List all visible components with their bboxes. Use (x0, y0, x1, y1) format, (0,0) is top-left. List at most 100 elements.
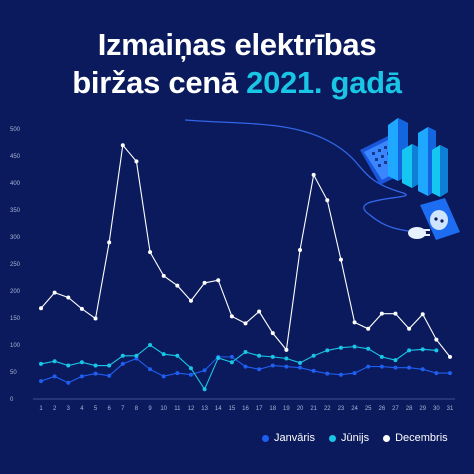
y-tick-label: 400 (10, 181, 21, 187)
data-point-junijs (311, 353, 316, 358)
data-point-decembris (393, 311, 398, 316)
x-tick-label: 26 (378, 406, 385, 412)
data-point-junijs (284, 356, 289, 361)
x-tick-label: 28 (406, 406, 413, 412)
legend-marker-janvaris (262, 434, 269, 442)
x-tick-label: 16 (242, 406, 249, 412)
x-tick-label: 31 (447, 406, 454, 412)
x-tick-label: 25 (365, 406, 372, 412)
data-point-junijs (39, 361, 43, 366)
y-tick-label: 350 (10, 208, 21, 214)
y-tick-label: 250 (10, 262, 21, 268)
data-point-junijs (107, 363, 112, 368)
connector-cable (184, 119, 416, 233)
data-point-janvaris (448, 371, 452, 376)
data-point-decembris (175, 283, 180, 288)
data-point-junijs (148, 343, 153, 347)
x-tick-label: 6 (107, 406, 111, 412)
legend-marker-junijs (328, 434, 336, 442)
x-tick-label: 21 (310, 406, 317, 412)
series-line-junijs (40, 344, 437, 391)
x-tick-label: 10 (160, 406, 167, 412)
legend-marker-decembris (383, 434, 391, 442)
illustration (184, 118, 460, 240)
data-point-junijs (270, 354, 275, 359)
data-point-decembris (120, 143, 125, 148)
data-point-junijs (161, 352, 166, 357)
data-point-junijs (175, 353, 180, 358)
data-point-decembris (311, 172, 316, 177)
data-point-decembris (202, 280, 207, 285)
data-point-junijs (352, 344, 357, 349)
data-point-janvaris (434, 371, 439, 376)
x-tick-label: 7 (121, 406, 125, 412)
legend-item-decembris: Decembris (383, 432, 448, 444)
chart-title: Izmaiņas elektrības biržas cenā 2021. ga… (0, 26, 474, 102)
data-point-decembris (270, 331, 275, 336)
x-tick-label: 23 (338, 406, 345, 412)
data-point-janvaris (52, 374, 57, 379)
series-line-janvaris (40, 356, 450, 384)
data-point-decembris (79, 306, 84, 311)
data-point-junijs (420, 347, 425, 352)
data-point-decembris (188, 298, 193, 303)
data-point-junijs (434, 348, 439, 353)
data-point-junijs (93, 363, 98, 368)
data-point-janvaris (202, 368, 207, 373)
y-tick-label: 300 (10, 235, 21, 241)
x-axis-tick-labels: 1 2 3 4 5 6 7 8 9 10 11 12 13 14 15 16 17 18 19 20 21 22 23 24 2… (39, 406, 454, 412)
data-point-decembris (52, 290, 57, 295)
data-point-janvaris (161, 374, 166, 379)
data-point-janvaris (175, 371, 180, 376)
data-point-janvaris (79, 374, 84, 379)
y-tick-label: 50 (10, 370, 17, 376)
x-tick-label: 20 (297, 406, 304, 412)
data-point-decembris (366, 326, 371, 331)
data-point-decembris (407, 326, 412, 331)
y-tick-label: 500 (10, 127, 21, 133)
data-point-janvaris (188, 372, 193, 377)
data-point-janvaris (257, 367, 262, 372)
legend-item-janvaris: Janvāris (262, 432, 315, 444)
x-tick-label: 18 (269, 406, 276, 412)
title-year: 2021. gadā (246, 65, 402, 100)
data-point-janvaris (325, 371, 330, 376)
data-point-junijs (52, 359, 57, 364)
x-tick-label: 5 (94, 406, 98, 412)
data-point-junijs (134, 353, 139, 358)
data-point-junijs (338, 345, 343, 350)
data-point-janvaris (66, 380, 71, 385)
data-point-janvaris (407, 365, 412, 370)
data-point-janvaris (379, 364, 384, 369)
data-point-decembris (243, 321, 248, 326)
data-point-decembris (448, 354, 452, 359)
y-tick-label: 150 (10, 316, 21, 322)
data-point-junijs (202, 387, 207, 392)
data-point-junijs (407, 348, 412, 353)
data-point-janvaris (284, 364, 289, 369)
data-point-decembris (39, 306, 43, 311)
legend-label-decembris: Decembris (395, 432, 448, 444)
data-point-janvaris (352, 371, 357, 376)
x-tick-label: 27 (392, 406, 399, 412)
x-tick-label: 17 (256, 406, 263, 412)
y-tick-label: 450 (10, 154, 21, 160)
x-tick-label: 24 (351, 406, 358, 412)
data-point-junijs (243, 350, 248, 355)
data-point-janvaris (270, 363, 275, 368)
y-axis-tick-labels: 0 50 100 150 200 250 300 350 400 450 500 (10, 127, 21, 403)
data-point-junijs (325, 348, 330, 353)
data-point-junijs (298, 360, 303, 365)
title-line-2-prefix: biržas cenā (72, 65, 238, 100)
x-tick-label: 12 (188, 406, 195, 412)
x-tick-label: 11 (174, 406, 181, 412)
data-point-decembris (379, 311, 384, 316)
x-tick-label: 4 (80, 406, 84, 412)
data-point-decembris (229, 314, 234, 319)
data-point-janvaris (393, 365, 398, 370)
x-tick-label: 2 (53, 406, 57, 412)
data-point-junijs (379, 354, 384, 359)
data-point-decembris (107, 240, 112, 245)
data-point-decembris (352, 320, 357, 325)
x-tick-label: 15 (229, 406, 236, 412)
